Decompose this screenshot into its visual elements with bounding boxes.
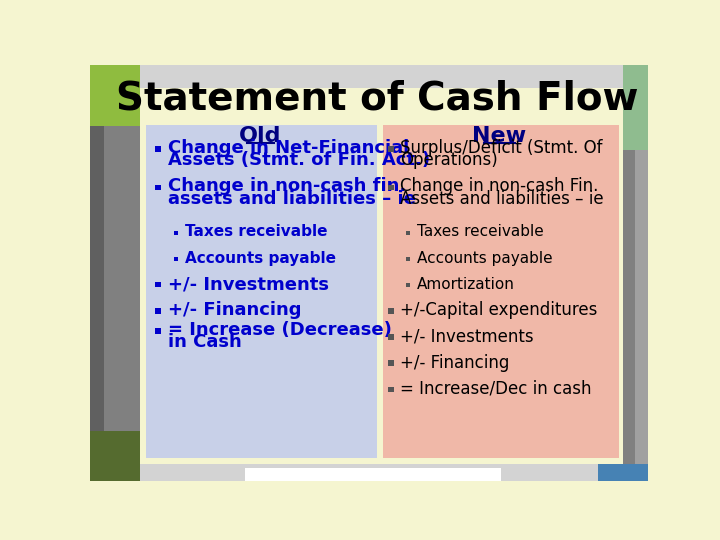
Text: Old: Old [239, 126, 282, 146]
Text: Surplus/Deficit (Stmt. Of: Surplus/Deficit (Stmt. Of [400, 139, 603, 157]
Bar [624, 65, 648, 481]
Bar [388, 361, 394, 366]
Bar [598, 464, 648, 481]
Bar [155, 282, 161, 287]
Bar [406, 231, 410, 235]
Text: +/-Capital expenditures: +/-Capital expenditures [400, 301, 598, 320]
Text: +/- Financing: +/- Financing [400, 354, 509, 372]
Bar [174, 231, 178, 235]
Text: Statement of Cash Flow: Statement of Cash Flow [116, 80, 638, 118]
Bar [624, 65, 648, 150]
Text: Taxes receivable: Taxes receivable [184, 225, 327, 239]
Text: New: New [472, 126, 526, 146]
Text: assets and liabilities – ie: assets and liabilities – ie [168, 190, 415, 208]
Bar [90, 430, 140, 481]
Bar [140, 65, 575, 88]
Bar [140, 88, 624, 464]
Text: Taxes receivable: Taxes receivable [417, 225, 544, 239]
Text: +/- Financing: +/- Financing [168, 301, 301, 320]
Bar [388, 334, 394, 340]
Text: Accounts payable: Accounts payable [417, 251, 553, 266]
Bar [90, 65, 140, 126]
Bar [155, 185, 161, 190]
Bar [388, 308, 394, 314]
Text: Accounts payable: Accounts payable [184, 251, 336, 266]
Bar [388, 146, 394, 152]
Text: +/- Investments: +/- Investments [400, 328, 534, 346]
Bar [90, 65, 648, 88]
Text: +/- Investments: +/- Investments [168, 275, 328, 293]
Bar [155, 328, 161, 334]
Text: in Cash: in Cash [168, 333, 241, 351]
Text: Change in non-cash fin.: Change in non-cash fin. [168, 178, 406, 195]
Bar [155, 146, 161, 152]
Bar [145, 125, 377, 457]
Text: Operations): Operations) [400, 151, 498, 169]
Bar [383, 125, 619, 457]
Text: Assets (Stmt. of Fin. Act.): Assets (Stmt. of Fin. Act.) [168, 151, 430, 169]
Bar [90, 126, 104, 430]
Text: Change in Net-Financial: Change in Net-Financial [168, 139, 409, 157]
Bar [388, 387, 394, 392]
Bar [90, 464, 648, 481]
Bar [155, 308, 161, 314]
Text: Assets and liabilities – ie: Assets and liabilities – ie [400, 190, 603, 208]
Bar [174, 257, 178, 261]
Bar [388, 185, 394, 190]
Bar [635, 150, 648, 481]
Text: = Increase (Decrease): = Increase (Decrease) [168, 321, 392, 339]
Bar [406, 284, 410, 287]
Bar [406, 257, 410, 261]
Text: = Increase/Dec in cash: = Increase/Dec in cash [400, 380, 592, 398]
Text: Change in non-cash Fin.: Change in non-cash Fin. [400, 178, 598, 195]
Text: Amortization: Amortization [417, 276, 515, 292]
Bar [140, 464, 575, 481]
Bar [245, 468, 500, 481]
Bar [90, 65, 140, 481]
